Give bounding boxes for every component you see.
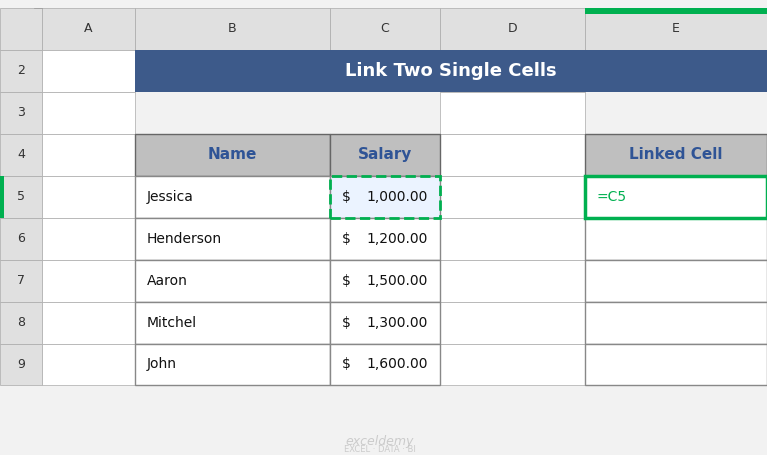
Bar <box>585 344 767 385</box>
Text: A: A <box>84 22 93 35</box>
Bar <box>0 302 42 344</box>
Bar <box>585 8 767 14</box>
Bar <box>0 176 4 217</box>
Bar <box>42 176 135 217</box>
Text: $: $ <box>342 190 351 204</box>
Bar <box>440 8 585 50</box>
Bar <box>0 92 42 134</box>
Text: =C5: =C5 <box>597 190 627 204</box>
Bar <box>330 260 440 302</box>
Text: 1,000.00: 1,000.00 <box>367 190 428 204</box>
Bar <box>135 260 330 302</box>
Text: 9: 9 <box>17 358 25 371</box>
Text: EXCEL · DATA · BI: EXCEL · DATA · BI <box>344 445 416 454</box>
Bar <box>330 176 440 217</box>
Text: exceldemy: exceldemy <box>346 435 414 448</box>
Bar <box>585 260 767 302</box>
Text: Aaron: Aaron <box>147 273 188 288</box>
Bar <box>585 134 767 176</box>
Bar <box>135 302 330 344</box>
Bar <box>440 92 585 134</box>
Bar <box>0 176 42 217</box>
Bar <box>135 344 330 385</box>
Text: Henderson: Henderson <box>147 232 222 246</box>
Text: Linked Cell: Linked Cell <box>629 147 723 162</box>
Bar <box>330 176 440 217</box>
Text: 1,500.00: 1,500.00 <box>367 273 428 288</box>
Bar <box>330 344 440 385</box>
Bar <box>585 176 767 217</box>
Bar <box>440 260 585 302</box>
Bar <box>440 302 585 344</box>
Bar <box>42 260 135 302</box>
Text: 1,300.00: 1,300.00 <box>367 315 428 329</box>
Bar <box>135 50 767 92</box>
Bar <box>440 50 585 92</box>
Text: $: $ <box>342 315 351 329</box>
Bar <box>440 344 585 385</box>
Bar <box>42 92 135 134</box>
Bar <box>0 50 42 92</box>
Bar <box>42 8 135 50</box>
Bar <box>440 176 585 217</box>
Bar <box>135 8 330 50</box>
Text: Name: Name <box>208 147 257 162</box>
Bar <box>0 217 42 260</box>
Bar <box>135 176 330 217</box>
Bar <box>0 8 42 50</box>
Text: Jessica: Jessica <box>147 190 194 204</box>
Text: 2: 2 <box>17 65 25 77</box>
Text: B: B <box>229 22 237 35</box>
Text: $: $ <box>342 358 351 371</box>
Bar <box>135 134 330 176</box>
Text: 1,200.00: 1,200.00 <box>367 232 428 246</box>
Text: John: John <box>147 358 177 371</box>
Bar <box>585 302 767 344</box>
Bar <box>330 302 440 344</box>
Bar <box>330 8 440 50</box>
Text: 1,600.00: 1,600.00 <box>367 358 428 371</box>
Text: D: D <box>508 22 517 35</box>
Text: 4: 4 <box>17 148 25 161</box>
Text: $: $ <box>342 273 351 288</box>
Bar <box>440 134 585 176</box>
Bar <box>42 217 135 260</box>
Bar <box>42 50 135 92</box>
Bar <box>330 134 440 176</box>
Bar <box>0 260 42 302</box>
Bar <box>585 8 767 50</box>
Text: E: E <box>672 22 680 35</box>
Text: Link Two Single Cells: Link Two Single Cells <box>345 62 557 80</box>
Text: Salary: Salary <box>358 147 412 162</box>
Text: 5: 5 <box>17 190 25 203</box>
Bar <box>0 134 42 176</box>
Text: 6: 6 <box>17 232 25 245</box>
Text: 3: 3 <box>17 106 25 119</box>
Bar <box>585 176 767 217</box>
Text: Mitchel: Mitchel <box>147 315 197 329</box>
Text: C: C <box>380 22 390 35</box>
Bar <box>440 217 585 260</box>
Bar <box>42 302 135 344</box>
Text: $: $ <box>342 232 351 246</box>
Bar <box>0 344 42 385</box>
Bar <box>585 217 767 260</box>
Bar <box>330 217 440 260</box>
Text: 8: 8 <box>17 316 25 329</box>
Bar <box>42 134 135 176</box>
Bar <box>42 344 135 385</box>
Bar <box>135 217 330 260</box>
Text: 7: 7 <box>17 274 25 287</box>
